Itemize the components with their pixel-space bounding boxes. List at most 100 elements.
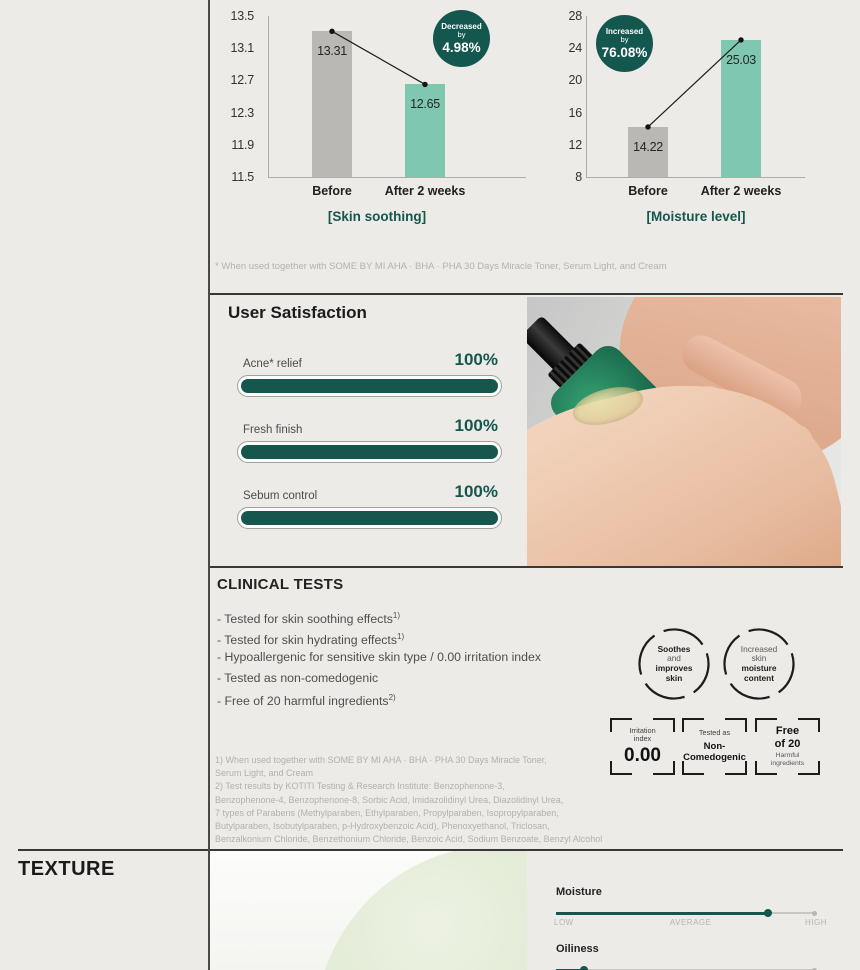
clinical-test-item: - Hypoallergenic for sensitive skin type…: [217, 650, 541, 664]
satisfaction-label: Fresh finish: [243, 424, 303, 436]
circle-badge-line: content: [744, 672, 774, 683]
satisfaction-bar-fill: [241, 379, 498, 393]
circle-badge-text: Soothes and improves skin: [636, 626, 712, 702]
y-axis-line: [586, 16, 587, 177]
bar-before: 14.22: [628, 126, 668, 177]
texture-title: TEXTURE: [18, 858, 115, 880]
satisfaction-label: Acne* relief: [243, 358, 302, 370]
slider-label: Oiliness: [556, 943, 599, 955]
circle-badge-line: Soothes: [657, 643, 691, 654]
badge-word: by: [457, 30, 466, 39]
decrease-badge: Decreased by 4.98%: [433, 10, 490, 67]
satisfaction-row: Sebum control 100%: [237, 482, 502, 530]
badge-word: Increased: [605, 27, 644, 36]
clinical-test-item: - Tested for skin soothing effects1): [217, 611, 401, 627]
slider-label: Moisture: [556, 886, 602, 898]
clinical-footnote-2: 2) Test results by KOTITI Testing & Rese…: [215, 781, 603, 845]
texture-photo: [210, 851, 527, 970]
y-axis-tick-label: 20: [568, 73, 582, 88]
y-axis-tick-label: 12.7: [230, 73, 254, 88]
slider-fill: [556, 911, 769, 915]
circle-badge-line: skin: [751, 653, 767, 664]
badge-word: by: [620, 35, 629, 44]
satisfaction-bar: [237, 375, 502, 397]
badge-percent: 4.98%: [442, 40, 481, 55]
clinical-test-item: - Tested for skin hydrating effects1): [217, 631, 405, 647]
satisfaction-label: Sebum control: [243, 490, 318, 502]
x-axis-line: [586, 177, 805, 178]
square-badge-big-text: Free of 20: [774, 725, 801, 750]
vertical-divider: [208, 0, 210, 970]
badge-soothes-skin: Soothes and improves skin: [636, 626, 712, 702]
badge-moisture-content: Increased skin moisture content: [721, 626, 797, 702]
satisfaction-bar-fill: [241, 445, 498, 459]
circle-badge-line: Increased: [740, 643, 778, 654]
slider-tick-label: AVERAGE: [669, 918, 712, 927]
satisfaction-bar: [237, 441, 502, 463]
square-badge-small-text: Harmful ingredients: [770, 752, 805, 767]
slider-handle-dot: [580, 966, 589, 970]
square-badge-big-text: Non- Comedogenic: [683, 740, 746, 764]
y-axis-tick-label: 11.9: [231, 137, 254, 152]
badge-non-comedogenic: Tested as Non- Comedogenic: [682, 718, 747, 775]
dashed-circle: [723, 628, 795, 700]
chart-skin-soothing: 13.5 13.1 12.7 12.3 11.9 11.5 13.31 Before 12.65…: [210, 0, 543, 240]
increase-badge: Increased by 76.08%: [596, 15, 653, 72]
y-axis-tick-label: 12.3: [230, 105, 254, 120]
slider-end-dot: [812, 910, 817, 916]
x-category-label: Before: [628, 184, 668, 198]
clinical-footnote-1: 1) When used together with SOME BY MI AH…: [215, 755, 547, 779]
badge-irritation-index: Irritation index 0.00: [610, 718, 675, 775]
satisfaction-percent: 100%: [454, 416, 498, 435]
slider-handle-dot: [764, 909, 773, 917]
satisfaction-percent: 100%: [454, 482, 498, 501]
y-axis-tick-label: 8: [575, 170, 582, 184]
y-axis-tick-label: 13.1: [230, 41, 254, 56]
slider-moisture: Moisture LOW AVERAGE HIGH: [554, 886, 827, 931]
x-category-label: After 2 weeks: [700, 184, 782, 198]
clinical-tests-title: CLINICAL TESTS: [217, 576, 344, 593]
badge-free-of-20: Free of 20 Harmful ingredients: [755, 718, 820, 775]
clinical-tests-section: CLINICAL TESTS - Tested for skin soothin…: [208, 568, 860, 845]
badge-word: Decreased: [441, 22, 482, 31]
bar-value-label: 13.31: [317, 44, 347, 59]
circle-badge-line: skin: [665, 672, 683, 683]
bar-value-label: 12.65: [410, 97, 440, 112]
slider-fill: [556, 968, 585, 970]
satisfaction-bar-fill: [241, 511, 498, 525]
bar-value-label: 25.03: [726, 52, 756, 67]
user-satisfaction-title: User Satisfaction: [228, 303, 367, 322]
user-satisfaction-section: User Satisfaction Acne* relief 100% Fresh …: [208, 293, 843, 568]
square-badge-small-text: Tested as: [698, 728, 731, 738]
y-axis-line: [268, 16, 269, 177]
slider-end-dot: [812, 967, 817, 970]
y-axis-tick-label: 28: [568, 9, 582, 23]
y-axis-tick-label: 12: [568, 137, 582, 152]
bar-after: 25.03: [721, 39, 761, 177]
texture-divider: [18, 849, 843, 851]
clinical-test-item: - Free of 20 harmful ingredients2): [217, 693, 396, 709]
bar-value-label: 14.22: [633, 139, 663, 154]
slider-tick-label: LOW: [554, 918, 574, 927]
slider-tick-label: HIGH: [805, 918, 827, 927]
satisfaction-row: Acne* relief 100%: [237, 350, 502, 398]
clinical-test-item: - Tested as non-comedogenic: [217, 670, 379, 685]
chart-moisture-level: 28 24 20 16 12 8 14.22 Before 25.03 After 2 weeks…: [553, 0, 860, 240]
satisfaction-row: Fresh finish 100%: [237, 416, 502, 464]
x-axis-line: [268, 177, 526, 178]
bar-before: 13.31: [312, 31, 352, 177]
chart-caption: [Skin soothing]: [327, 209, 427, 224]
square-badge-small-text: Irritation index: [629, 725, 656, 743]
x-category-label: After 2 weeks: [384, 184, 466, 198]
y-axis-tick-label: 16: [568, 105, 582, 120]
chart-caption: [Moisture level]: [646, 209, 746, 224]
product-photo: SERUM LIGHT AHA.BHA.PHA 30 DAYS: [527, 297, 841, 566]
circle-badge-line: improves: [655, 663, 693, 673]
bar-after: 12.65: [405, 84, 445, 177]
dashed-circle: [638, 628, 710, 700]
circle-badge-line: and: [667, 653, 681, 664]
serum-texture-blob: [315, 851, 527, 970]
circle-badge-line: moisture: [741, 663, 777, 673]
slider-oiliness: Oiliness: [556, 943, 817, 970]
